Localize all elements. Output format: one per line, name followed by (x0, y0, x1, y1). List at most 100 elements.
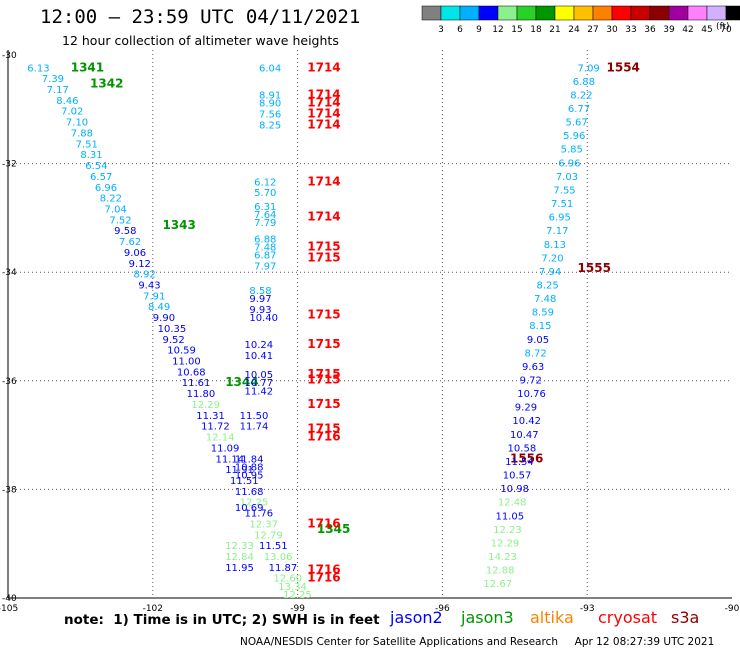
colorbar-swatch (497, 5, 518, 21)
wave-height-label: 9.63 (522, 362, 544, 373)
colorbar-swatch (668, 5, 689, 21)
wave-height-label: 5.96 (563, 131, 585, 142)
x-tick-label: -105 (0, 604, 18, 614)
wave-height-label: 7.48 (254, 242, 276, 253)
colorbar-label: 36 (644, 25, 656, 35)
wave-height-label: 12.60 (273, 574, 302, 585)
colorbar-swatch (440, 5, 461, 21)
pass-time-label: 1344 (225, 375, 258, 389)
pass-time-label: 1715 (307, 367, 340, 381)
wave-height-label: 12.29 (191, 400, 220, 411)
x-tick-label: -99 (290, 604, 305, 614)
wave-height-label: 14.23 (488, 552, 517, 563)
wave-height-label: 11.31 (196, 411, 225, 422)
colorbar-swatch (421, 5, 442, 21)
colorbar-label: 18 (530, 25, 542, 35)
wave-height-label: 5.70 (254, 188, 276, 199)
wave-height-label: 11.51 (230, 476, 259, 487)
wave-height-label: 13.34 (278, 582, 307, 593)
pass-time-label: 1342 (90, 77, 123, 91)
wave-height-label: 10.59 (167, 346, 196, 357)
wave-height-label: 12.37 (249, 519, 278, 530)
wave-height-label: 10.68 (177, 367, 206, 378)
wave-height-label: 8.90 (259, 99, 281, 110)
colorbar-swatch (459, 5, 480, 21)
colorbar-swatch (630, 5, 651, 21)
wave-height-label: 11.80 (187, 389, 216, 400)
wave-height-label: 8.22 (570, 90, 592, 101)
pass-time-label: 1554 (607, 60, 640, 74)
wave-height-label: 12.23 (493, 525, 522, 536)
pass-time-label: 1715 (307, 307, 340, 321)
wave-height-label: 7.17 (546, 226, 568, 237)
pass-time-label: 1714 (307, 87, 340, 101)
wave-height-label: 8.49 (148, 302, 170, 313)
wave-height-label: 10.24 (245, 340, 274, 351)
wave-height-label: 12.48 (498, 498, 527, 509)
wave-height-label: 12.67 (483, 579, 512, 590)
colorbar-swatch (611, 5, 632, 21)
colorbar-label: 15 (511, 25, 522, 35)
pass-time-label: 1716 (307, 430, 340, 444)
wave-height-label: 7.52 (109, 215, 131, 226)
wave-height-label: 12.14 (206, 433, 235, 444)
wave-height-label: 10.69 (235, 503, 264, 514)
wave-height-label: 7.51 (551, 199, 573, 210)
wave-height-label: 11.95 (225, 563, 254, 574)
y-tick-label: -38 (2, 485, 17, 495)
wave-height-label: 5.67 (565, 118, 587, 129)
pass-time-label: 1714 (307, 60, 340, 74)
pass-time-label: 1715 (307, 239, 340, 253)
wave-height-label: 8.25 (537, 280, 559, 291)
wave-height-label: 6.12 (254, 177, 276, 188)
wave-height-label: 7.56 (259, 109, 281, 120)
pass-time-label: 1556 (510, 451, 543, 465)
colorbar-label: 30 (606, 25, 618, 35)
colorbar-unit: (ft) (716, 22, 730, 32)
wave-height-label: 7.51 (76, 139, 98, 150)
wave-height-label: 12.25 (283, 590, 312, 601)
wave-height-label: 11.00 (172, 357, 201, 368)
wave-height-label: 10.95 (235, 471, 264, 482)
colorbar-swatch (554, 5, 575, 21)
wave-height-label: 7.04 (105, 204, 127, 215)
wave-height-label: 6.87 (254, 251, 276, 262)
wave-height-label: 6.96 (558, 158, 580, 169)
wave-height-label: 12.84 (225, 552, 254, 563)
wave-height-label: 6.88 (254, 234, 276, 245)
wave-height-label: 11.76 (245, 509, 274, 520)
colorbar-swatch (535, 5, 556, 21)
pass-time-label: 1715 (307, 250, 340, 264)
wave-height-label: 9.52 (162, 335, 184, 346)
legend-jason3: jason3 (461, 608, 514, 627)
colorbar-label: 9 (476, 25, 482, 35)
pass-time-label: 1341 (71, 60, 104, 74)
wave-height-label: 10.88 (235, 462, 264, 473)
wave-height-label: 11.72 (201, 422, 230, 433)
wave-height-label: 10.98 (500, 484, 529, 495)
colorbar-swatch (725, 5, 740, 21)
wave-height-label: 9.12 (129, 259, 151, 270)
wave-height-label: 11.74 (240, 422, 269, 433)
wave-height-label: 8.22 (100, 194, 122, 205)
wave-height-label: 7.94 (539, 267, 561, 278)
wave-height-label: 8.91 (259, 90, 281, 101)
wave-height-label: 6.13 (27, 63, 49, 74)
wave-height-label: 9.29 (515, 403, 537, 414)
wave-height-label: 10.47 (510, 430, 539, 441)
wave-height-label: 8.13 (544, 240, 566, 251)
pass-time-label: 1716 (307, 571, 340, 585)
pass-time-label: 1714 (307, 210, 340, 224)
wave-height-label: 10.40 (249, 313, 278, 324)
wave-height-label: 6.57 (90, 172, 112, 183)
wave-height-label: 8.25 (259, 120, 281, 131)
wave-height-label: 11.87 (269, 563, 298, 574)
wave-height-label: 8.92 (133, 270, 155, 281)
pass-time-label: 1343 (162, 218, 195, 232)
wave-height-label: 7.48 (534, 294, 556, 305)
colorbar-label: 39 (663, 25, 675, 35)
colorbar-label: 42 (682, 25, 693, 35)
wave-height-label: 7.10 (66, 118, 88, 129)
wave-height-label: 11.91 (225, 465, 254, 476)
